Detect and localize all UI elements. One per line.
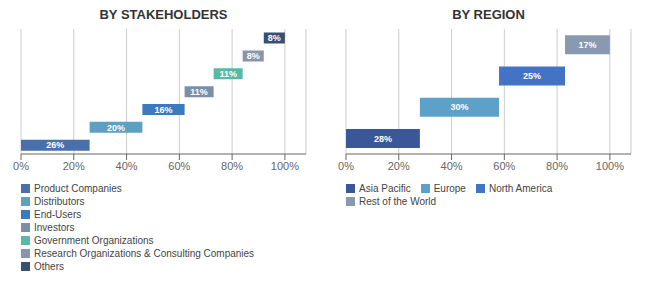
html-text:Product Companies: Product Companies (34, 183, 122, 194)
svg-text:30%: 30% (450, 102, 468, 112)
svg-text:100%: 100% (271, 160, 299, 172)
svg-text:60%: 60% (168, 160, 190, 172)
html-text:Asia Pacific: Asia Pacific (359, 183, 411, 194)
svg-text:17%: 17% (578, 40, 596, 50)
svg-text:11%: 11% (219, 69, 237, 79)
html-text:Others: Others (34, 261, 64, 272)
html-text:BY REGION: BY REGION (452, 7, 525, 22)
svg-text:20%: 20% (63, 160, 85, 172)
svg-text:28%: 28% (374, 134, 392, 144)
html-text:North America: North America (488, 183, 553, 194)
svg-text:100%: 100% (596, 160, 624, 172)
svg-text:0%: 0% (13, 160, 29, 172)
svg-text:40%: 40% (441, 160, 463, 172)
html-text:Rest of the World: Rest of the World (359, 196, 437, 207)
svg-text:80%: 80% (221, 160, 243, 172)
svg-text:20%: 20% (388, 160, 410, 172)
svg-text:16%: 16% (154, 105, 172, 115)
html-text:End-Users: End-Users (34, 209, 82, 220)
svg-text:26%: 26% (46, 140, 64, 150)
svg-text:0%: 0% (338, 160, 354, 172)
svg-text:60%: 60% (493, 160, 515, 172)
html-text:BY STAKEHOLDERS: BY STAKEHOLDERS (99, 7, 228, 22)
html-text:Research Organizations & Consu: Research Organizations & Consulting Comp… (34, 248, 255, 259)
svg-text:8%: 8% (247, 51, 260, 61)
svg-text:40%: 40% (116, 160, 138, 172)
html-text:Investors: Investors (34, 222, 75, 233)
svg-text:80%: 80% (546, 160, 568, 172)
svg-text:11%: 11% (190, 87, 208, 97)
html-text:Distributors: Distributors (34, 196, 85, 207)
svg-text:20%: 20% (107, 123, 125, 133)
svg-text:25%: 25% (523, 71, 541, 81)
svg-text:8%: 8% (268, 33, 281, 43)
html-text:Europe: Europe (433, 183, 466, 194)
html-text:Government Organizations: Government Organizations (34, 235, 154, 246)
